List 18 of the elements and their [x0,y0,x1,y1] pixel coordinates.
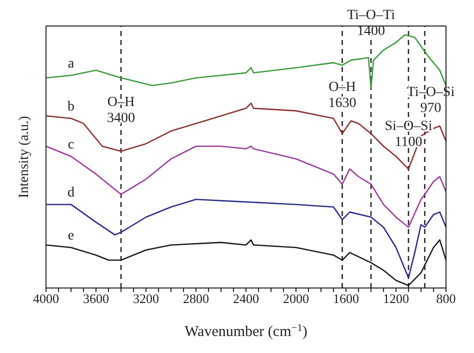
series-label: a [68,56,75,72]
x-tick-label: 3200 [133,291,159,306]
x-tick-label: 2400 [233,291,259,306]
x-tick-label: 1200 [383,291,409,306]
x-tick-label: 2000 [283,291,309,306]
series-label: d [68,185,74,200]
series-label: c [68,137,74,152]
x-tick-label: 2800 [183,291,209,306]
x-tick-label: 800 [436,291,456,306]
ref-line-label: O–H 3400 [107,95,135,126]
x-tick-label: 3600 [83,291,109,306]
x-tick-label: 1600 [333,291,359,306]
ref-line-label: O–H 1630 [328,80,356,111]
series-label: e [68,228,74,244]
y-axis-title: Intensity (a.u.) [17,116,32,198]
x-tick-label: 4000 [33,291,59,306]
series-label: b [68,99,74,114]
x-axis-title: Wavenumber (cm$^{−1}$) [184,322,308,340]
